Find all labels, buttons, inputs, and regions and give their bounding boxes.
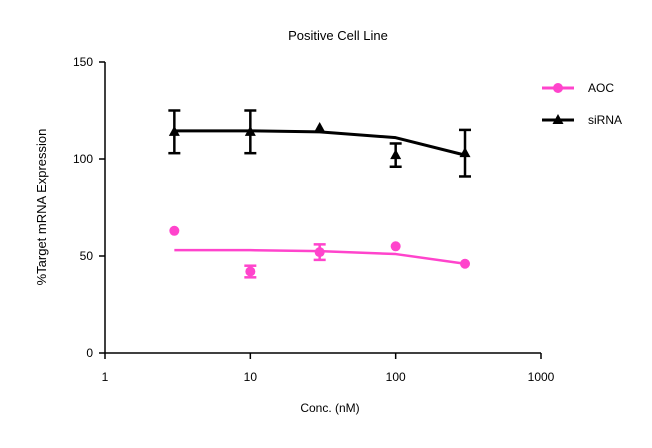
- x-tick-label: 1000: [528, 370, 555, 384]
- legend-label-sirna: siRNA: [588, 113, 622, 127]
- legend-marker-sirna: [552, 114, 564, 124]
- y-tick-label: 100: [73, 152, 93, 166]
- y-tick-label: 150: [73, 55, 93, 69]
- sirna-data-point: [244, 125, 256, 136]
- sirna-data-point: [459, 147, 471, 158]
- sirna-fit-line: [174, 129, 466, 157]
- y-tick-label: 50: [80, 249, 94, 263]
- x-axis-label: Conc. (nM): [300, 401, 359, 415]
- aoc-data-point: [460, 258, 471, 269]
- aoc-data-point: [245, 266, 256, 277]
- chart-title: Positive Cell Line: [288, 28, 388, 43]
- aoc-data-point: [314, 247, 325, 258]
- legend-marker-aoc: [553, 83, 563, 93]
- sirna-data-point: [390, 149, 402, 160]
- aoc-data-point: [169, 225, 180, 236]
- sirna-data-point: [314, 121, 326, 132]
- x-tick-label: 10: [244, 370, 258, 384]
- x-tick-label: 1: [102, 370, 109, 384]
- y-tick-label: 0: [86, 346, 93, 360]
- legend-label-aoc: AOC: [588, 81, 614, 95]
- sirna-data-point: [168, 125, 180, 136]
- y-axis-label: %Target mRNA Expression: [34, 129, 49, 286]
- aoc-data-point: [390, 241, 401, 252]
- x-tick-label: 100: [386, 370, 406, 384]
